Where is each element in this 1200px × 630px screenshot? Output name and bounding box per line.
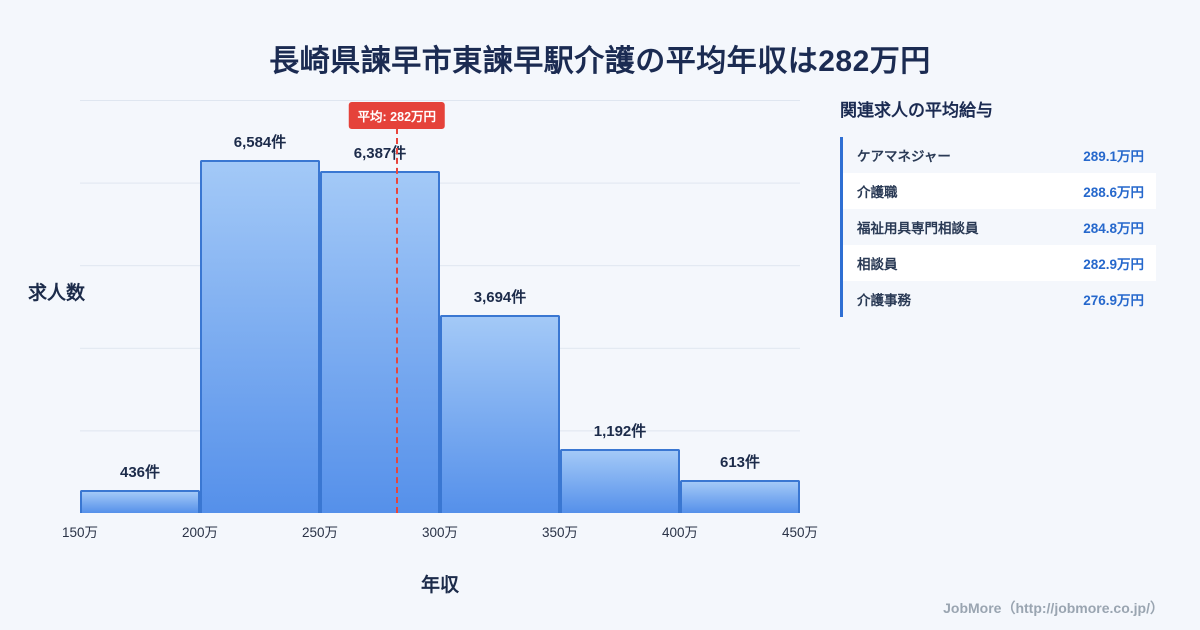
salary-value: 282.9万円 xyxy=(1083,257,1144,272)
salary-row: 相談員 282.9万円 xyxy=(843,245,1156,281)
salary-list: ケアマネジャー 289.1万円 介護職 288.6万円 福祉用具専門相談員 28… xyxy=(840,137,1156,317)
y-axis-label: 求人数 xyxy=(28,283,86,304)
bar-label: 1,192件 xyxy=(593,423,647,441)
x-tick: 450万 xyxy=(781,525,819,540)
salary-name: 介護事務 xyxy=(857,293,911,308)
x-tick: 400万 xyxy=(661,525,699,540)
x-tick: 150万 xyxy=(61,525,99,540)
bar xyxy=(80,489,200,513)
x-tick: 200万 xyxy=(181,525,219,540)
x-tick: 250万 xyxy=(301,525,339,540)
x-axis-ticks: 150万 200万 250万 300万 350万 400万 450万 xyxy=(62,513,818,540)
page-title: 長崎県諫早市東諫早駅介護の平均年収は282万円 xyxy=(269,45,931,78)
x-tick: 300万 xyxy=(421,525,459,540)
side-panel-heading: 関連求人の平均給与 xyxy=(840,101,993,120)
salary-row: 福祉用具専門相談員 284.8万円 xyxy=(843,209,1156,245)
bar-group: 1,192件 xyxy=(560,100,680,513)
bar-label: 3,694件 xyxy=(473,288,527,306)
salary-value: 276.9万円 xyxy=(1083,293,1144,308)
bar xyxy=(320,170,440,513)
average-line xyxy=(395,128,398,513)
average-badge: 平均: 282万円 xyxy=(348,102,446,129)
bar-label: 436件 xyxy=(119,463,161,481)
bar-group: 436件 xyxy=(80,100,200,513)
bar xyxy=(560,449,680,513)
salary-row: ケアマネジャー 289.1万円 xyxy=(843,137,1156,173)
x-axis-label: 年収 xyxy=(420,575,459,596)
bars-container: 436件 6,584件 6,387件 3,694件 1,192件 613件 xyxy=(80,100,800,513)
salary-value: 288.6万円 xyxy=(1083,185,1144,200)
bar xyxy=(440,314,560,513)
footer-credit: JobMore（http://jobmore.co.jp/） xyxy=(943,600,1164,616)
chart-area: 436件 6,584件 6,387件 3,694件 1,192件 613件 xyxy=(62,100,818,540)
salary-row: 介護職 288.6万円 xyxy=(843,173,1156,209)
bar xyxy=(680,480,800,513)
x-tick: 350万 xyxy=(541,525,579,540)
bar-group: 3,694件 xyxy=(440,100,560,513)
salary-name: 介護職 xyxy=(857,185,898,200)
salary-row: 介護事務 276.9万円 xyxy=(843,281,1156,317)
bar-label: 613件 xyxy=(719,454,761,472)
bar-group: 6,387件 xyxy=(320,100,440,513)
side-panel: 関連求人の平均給与 ケアマネジャー 289.1万円 介護職 288.6万円 福祉… xyxy=(840,96,1156,317)
bar-group: 613件 xyxy=(680,100,800,513)
bar-label: 6,387件 xyxy=(353,144,407,162)
bar-group: 6,584件 xyxy=(200,100,320,513)
salary-name: 福祉用具専門相談員 xyxy=(857,221,979,236)
salary-name: 相談員 xyxy=(857,257,898,272)
salary-name: ケアマネジャー xyxy=(857,149,951,164)
bar-label: 6,584件 xyxy=(233,134,287,151)
salary-value: 284.8万円 xyxy=(1083,221,1144,236)
bar xyxy=(200,160,320,513)
salary-value: 289.1万円 xyxy=(1083,149,1144,164)
